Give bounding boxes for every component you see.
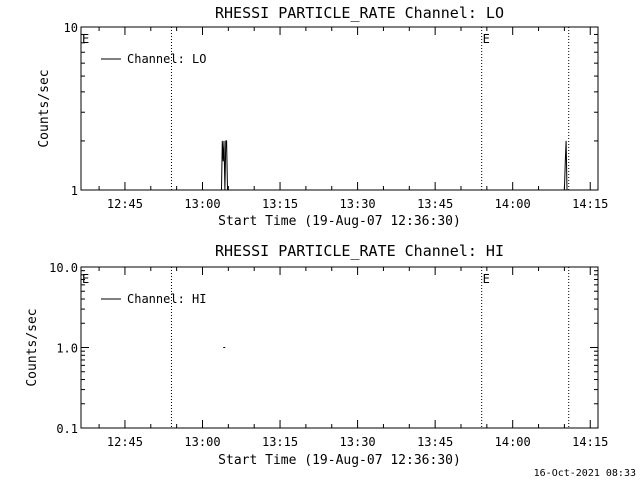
y-tick-label: 10.0	[49, 261, 78, 275]
y-tick-label: 0.1	[56, 422, 78, 436]
panel-hi: RHESSI PARTICLE_RATE Channel: HI 0.1 1.0 10…	[25, 242, 608, 468]
x-tick-label: 14:00	[495, 197, 531, 211]
x-tick-label: 13:30	[340, 197, 376, 211]
series-line	[221, 140, 568, 191]
y-tick-label: 1.0	[56, 342, 78, 356]
y-axis-label: Counts/sec	[37, 69, 52, 147]
eclipse-label: E	[483, 32, 490, 46]
legend-label: Channel: HI	[127, 292, 206, 306]
x-tick-label: 13:00	[184, 435, 220, 449]
footer-timestamp: 16-Oct-2021 08:33	[534, 468, 636, 479]
x-tick-label: 13:45	[417, 435, 453, 449]
chart-title: RHESSI PARTICLE_RATE Channel: HI	[215, 242, 504, 260]
x-tick-label: 14:15	[572, 197, 608, 211]
x-axis-label: Start Time (19-Aug-07 12:36:30)	[218, 453, 461, 468]
eclipse-label: E	[82, 32, 89, 46]
y-tick-label: 1	[71, 184, 78, 198]
y-axis-label: Counts/sec	[25, 308, 40, 386]
eclipse-label: E	[483, 272, 490, 286]
x-tick-label: 14:15	[572, 435, 608, 449]
x-tick-label: 14:00	[495, 435, 531, 449]
x-tick-label: 12:45	[107, 435, 143, 449]
eclipse-label: E	[82, 272, 89, 286]
legend-label: Channel: LO	[127, 52, 206, 66]
x-tick-label: 13:15	[262, 197, 298, 211]
panel-lo: RHESSI PARTICLE_RATE Channel: LO 1 10 Count…	[37, 4, 608, 229]
y-tick-label: 10	[64, 21, 78, 35]
chart-title: RHESSI PARTICLE_RATE Channel: LO	[215, 4, 504, 22]
x-tick-label: 13:45	[417, 197, 453, 211]
x-tick-label: 13:15	[262, 435, 298, 449]
x-tick-label: 12:45	[107, 197, 143, 211]
x-axis-label: Start Time (19-Aug-07 12:36:30)	[218, 214, 461, 229]
x-tick-label: 13:00	[184, 197, 220, 211]
x-tick-label: 13:30	[340, 435, 376, 449]
